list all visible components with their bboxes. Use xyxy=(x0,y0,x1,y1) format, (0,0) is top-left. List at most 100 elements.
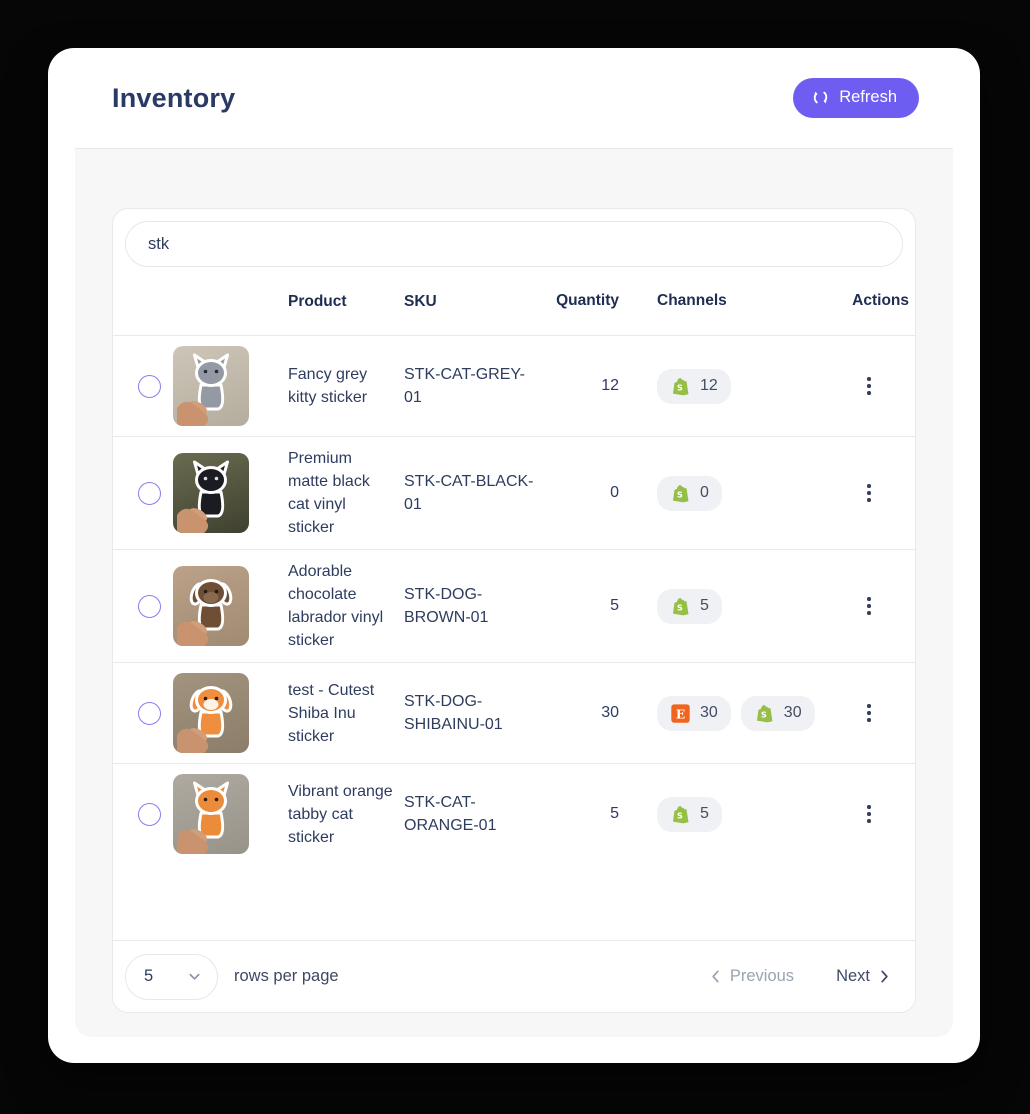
product-image xyxy=(173,774,249,854)
row-image-cell xyxy=(173,774,288,854)
shopify-icon: S xyxy=(672,484,689,502)
row-checkbox[interactable] xyxy=(137,701,161,725)
svg-text:S: S xyxy=(761,709,767,719)
product-quantity: 5 xyxy=(610,805,619,822)
next-page-button[interactable]: Next xyxy=(836,967,891,986)
table-row: Vibrant orange tabby cat sticker STK-CAT… xyxy=(113,764,915,864)
table-row: Fancy grey kitty sticker STK-CAT-GREY-01… xyxy=(113,336,915,437)
product-sku: STK-DOG-BROWN-01 xyxy=(404,586,489,626)
product-sku: STK-DOG-SHIBAINU-01 xyxy=(404,693,503,733)
row-image-cell xyxy=(173,346,288,426)
column-header-actions: Actions xyxy=(852,292,909,309)
shopify-icon: S xyxy=(756,704,773,722)
channel-badge-shopify: S 30 xyxy=(740,695,815,731)
product-image xyxy=(173,346,249,426)
column-header-sku: SKU xyxy=(404,292,437,310)
previous-page-button[interactable]: Previous xyxy=(709,967,794,986)
inventory-card: Inventory Refresh xyxy=(48,48,980,1063)
channel-badge-shopify: S 5 xyxy=(657,796,722,832)
etsy-icon: E xyxy=(671,703,690,723)
row-actions-menu-button[interactable] xyxy=(861,371,877,401)
row-actions-cell xyxy=(827,698,911,728)
product-quantity: 30 xyxy=(601,704,619,721)
channel-count: 30 xyxy=(783,704,802,721)
product-sku: STK-CAT-ORANGE-01 xyxy=(404,794,497,834)
hand xyxy=(177,728,209,753)
svg-text:S: S xyxy=(677,810,683,820)
row-checkbox[interactable] xyxy=(137,802,161,826)
row-checkbox[interactable] xyxy=(137,594,161,618)
next-label: Next xyxy=(836,967,870,985)
channel-badge-etsy: E 30 xyxy=(657,695,731,731)
channel-count: 5 xyxy=(700,597,709,614)
search-input[interactable] xyxy=(125,221,903,267)
row-actions-menu-button[interactable] xyxy=(861,591,877,621)
channel-count: 30 xyxy=(700,704,718,721)
hand xyxy=(177,621,209,646)
product-quantity: 0 xyxy=(610,484,619,501)
row-checkbox-cell xyxy=(125,481,173,505)
channel-badges: E 30 S 30 xyxy=(619,695,827,731)
hand xyxy=(177,829,209,854)
product-name: Adorable chocolate labrador vinyl sticke… xyxy=(288,563,384,649)
product-name: Vibrant orange tabby cat sticker xyxy=(288,782,393,846)
card-header: Inventory Refresh xyxy=(48,48,980,148)
chevron-down-icon xyxy=(188,970,201,983)
row-actions-menu-button[interactable] xyxy=(861,698,877,728)
inventory-table-panel: Product SKU Quantity Channels Actions xyxy=(112,208,916,1013)
pagination: Previous Next xyxy=(709,967,891,986)
product-quantity: 5 xyxy=(610,597,619,614)
row-checkbox-cell xyxy=(125,701,173,725)
column-header-quantity: Quantity xyxy=(556,292,619,309)
channel-badge-shopify: S 0 xyxy=(657,475,722,511)
refresh-button-label: Refresh xyxy=(839,88,897,106)
channel-badge-shopify: S 12 xyxy=(657,368,731,404)
product-name: test - Cutest Shiba Inu sticker xyxy=(288,681,375,745)
row-checkbox-cell xyxy=(125,802,173,826)
product-name: Fancy grey kitty sticker xyxy=(288,366,368,406)
row-actions-cell xyxy=(827,799,911,829)
search-bar xyxy=(113,209,915,267)
channel-badges: S 5 xyxy=(619,796,827,832)
row-image-cell xyxy=(173,453,288,533)
hand xyxy=(177,508,209,533)
row-actions-cell xyxy=(827,371,911,401)
column-header-product: Product xyxy=(288,292,347,310)
channel-count: 5 xyxy=(700,805,709,822)
row-actions-cell xyxy=(827,478,911,508)
row-actions-cell xyxy=(827,591,911,621)
table-row: Adorable chocolate labrador vinyl sticke… xyxy=(113,550,915,663)
channel-badge-shopify: S 5 xyxy=(657,588,722,624)
shopify-icon: S xyxy=(672,805,689,823)
svg-text:S: S xyxy=(677,382,683,392)
table-body: Fancy grey kitty sticker STK-CAT-GREY-01… xyxy=(113,336,915,940)
product-sku: STK-CAT-BLACK-01 xyxy=(404,473,534,513)
svg-text:S: S xyxy=(677,489,683,499)
row-actions-menu-button[interactable] xyxy=(861,478,877,508)
row-checkbox[interactable] xyxy=(137,481,161,505)
product-image xyxy=(173,566,249,646)
table-footer: 5 rows per page Previous Next xyxy=(113,940,915,1012)
product-image xyxy=(173,673,249,753)
channel-count: 0 xyxy=(700,484,709,501)
product-quantity: 12 xyxy=(601,377,619,394)
channel-badges: S 12 xyxy=(619,368,827,404)
product-sku: STK-CAT-GREY-01 xyxy=(404,366,525,406)
row-actions-menu-button[interactable] xyxy=(861,799,877,829)
shopify-icon: S xyxy=(672,377,689,395)
channel-badges: S 0 xyxy=(619,475,827,511)
page-title: Inventory xyxy=(112,82,236,113)
row-checkbox-cell xyxy=(125,374,173,398)
rows-per-page-label: rows per page xyxy=(234,967,339,985)
shopify-icon: S xyxy=(672,597,689,615)
row-checkbox[interactable] xyxy=(137,374,161,398)
table-row: test - Cutest Shiba Inu sticker STK-DOG-… xyxy=(113,663,915,764)
row-image-cell xyxy=(173,673,288,753)
chevron-left-icon xyxy=(709,969,722,984)
hand xyxy=(177,401,209,426)
rows-per-page-select[interactable]: 5 xyxy=(125,953,218,1000)
product-image xyxy=(173,453,249,533)
refresh-button[interactable]: Refresh xyxy=(793,78,919,118)
refresh-icon xyxy=(811,88,830,107)
content-area: Product SKU Quantity Channels Actions xyxy=(75,148,953,1037)
